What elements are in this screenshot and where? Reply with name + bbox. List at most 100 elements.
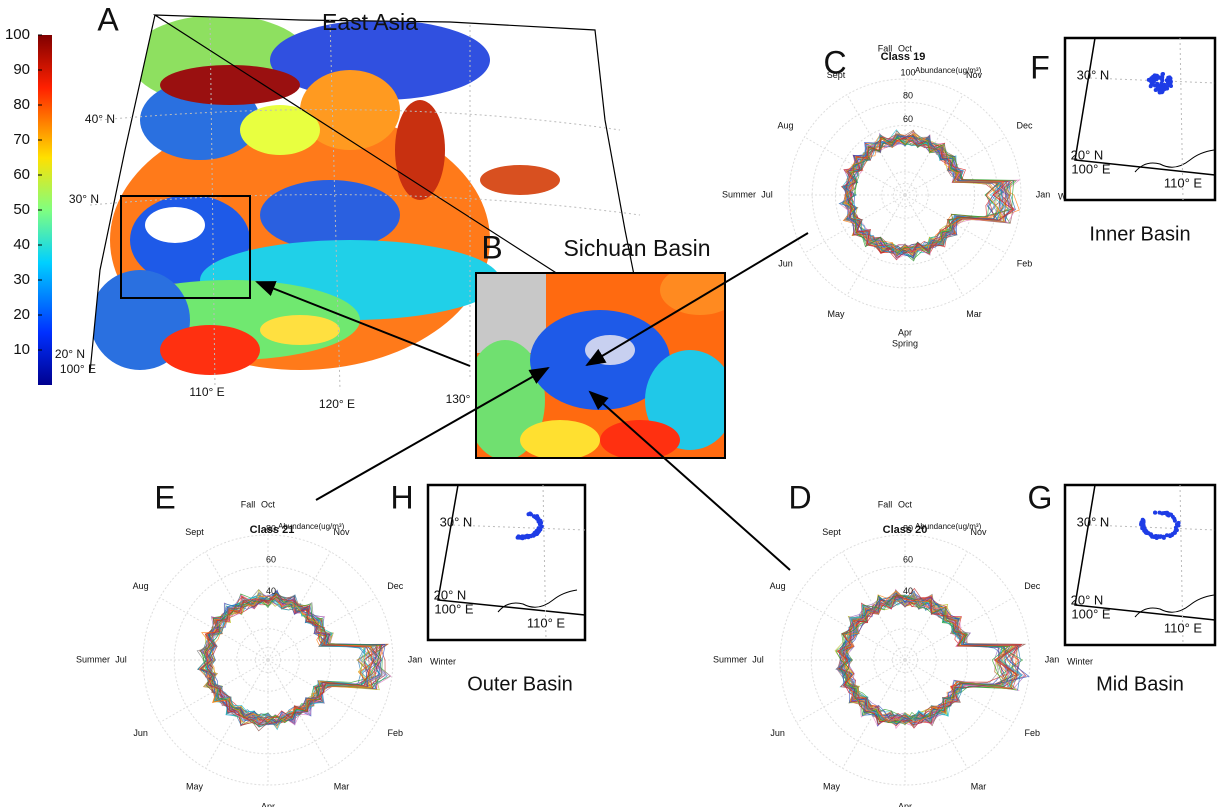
lon-label: 100° E [1071,161,1111,176]
site-dot [1174,526,1178,530]
season-label: Fall [878,499,893,509]
colorbar-tick-label: 10 [13,341,30,358]
site-dot [1149,76,1153,80]
site-dot [1150,534,1154,538]
site-dot [1143,530,1147,534]
site-dot [1154,88,1158,92]
month-label: May [823,782,841,792]
panel-title: Sichuan Basin [563,235,710,261]
lon-label: 100° E [1071,606,1111,621]
inset-caption: Inner Basin [1089,223,1190,245]
site-dot [534,532,538,536]
lat-label: 20° N [1071,592,1104,607]
colorbar-tick-label: 100 [5,26,30,43]
lon-label: 120° E [319,397,355,411]
site-dot [1164,85,1168,89]
colorbar-tick-label: 50 [13,201,30,218]
ring-label: 100 [900,67,915,77]
season-label: Winter [430,656,456,666]
site-dot [538,519,542,523]
season-label: Summer [722,189,756,199]
site-dot [1142,520,1146,524]
month-label: Feb [1025,728,1041,738]
month-label: Aug [777,120,793,130]
site-dot [1173,519,1177,523]
colorbar-tick-label: 80 [13,96,30,113]
site-dot [1155,76,1159,80]
ring-label: 80 [266,523,276,533]
site-dot [1158,90,1162,94]
month-label: May [186,782,204,792]
month-label: Jul [752,654,764,664]
site-dot [1166,80,1170,84]
month-label: Dec [387,581,404,591]
ring-label: 40 [903,586,913,596]
month-label: Jun [778,258,793,268]
site-dot [1170,533,1174,537]
site-dot [525,534,529,538]
season-label: Summer [713,654,747,664]
ring-label: 60 [903,555,913,565]
season-label: Winter [1067,656,1093,666]
site-dot [1143,526,1147,530]
month-label: Feb [388,728,404,738]
month-label: Jan [1036,189,1051,199]
lon-label: 110° E [527,615,566,630]
ring-label: 80 [903,91,913,101]
ring-label: 40 [266,586,276,596]
figure: A East Asia 40° N 30° N 20° N 100° E 110… [0,0,1218,807]
month-label: Feb [1017,258,1033,268]
lon-label: 110° E [189,385,224,399]
month-label: Nov [966,70,983,80]
panel-letter: E [154,479,175,515]
month-label: Jan [1045,654,1060,664]
panel-letter: A [97,1,119,37]
inset-map: 30° N20° N100° E110° EFInner Basin [1030,38,1215,245]
trace [197,592,370,726]
lat-label: 30° N [440,514,473,529]
month-label: Sept [827,70,846,80]
panel-letter: H [390,479,413,515]
month-label: Nov [970,527,987,537]
ring-label: 60 [903,114,913,124]
month-label: Sept [185,527,204,537]
month-label: Aug [133,581,149,591]
lon-label: 110° E [1164,175,1203,190]
month-label: Sept [822,527,841,537]
month-label: Jul [761,189,773,199]
site-dot [517,534,521,538]
map-b [465,265,740,460]
lon-label: 130° [446,392,471,406]
lat-label: 30° N [69,192,99,206]
panel-letter: G [1028,479,1053,515]
season-label: Fall [241,499,256,509]
colorbar-tick-label: 40 [13,236,30,253]
panel-letter: F [1030,49,1050,85]
month-label: Apr [898,327,912,337]
month-label: Dec [1024,581,1041,591]
month-label: Jun [133,728,148,738]
site-dot [527,512,531,516]
month-label: Mar [334,782,350,792]
month-label: Dec [1017,120,1034,130]
lon-label: 110° E [1164,620,1203,635]
site-dot [1149,84,1153,88]
month-label: Jan [408,654,423,664]
site-dot [1155,82,1159,86]
ring-label: 80 [903,523,913,533]
month-label: Oct [261,499,276,509]
month-label: Aug [770,581,786,591]
panel-letter: D [788,479,811,515]
site-dot [1159,86,1163,90]
inset-caption: Mid Basin [1096,673,1184,695]
season-label: Summer [76,654,110,664]
site-dot [1153,511,1157,515]
colorbar-tick-label: 20 [13,306,30,323]
lat-label: 30° N [1077,514,1110,529]
month-label: Mar [966,309,982,319]
month-label: Mar [971,782,987,792]
month-label: Apr [261,801,275,807]
month-label: Jun [770,728,785,738]
